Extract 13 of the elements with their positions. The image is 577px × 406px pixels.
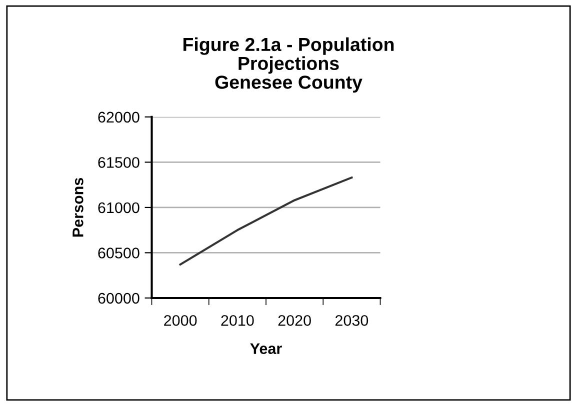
y-tick-label: 60000 — [98, 292, 140, 304]
x-tick-label: 2000 — [164, 315, 197, 326]
x-tick-label: 2020 — [278, 315, 311, 326]
x-tick-label: 2010 — [221, 315, 254, 326]
line-series — [179, 176, 353, 266]
x-axis-title: Year — [250, 343, 282, 354]
x-tick-label: 2030 — [335, 315, 368, 326]
y-tick-label: 62000 — [98, 112, 140, 123]
y-axis-title: Persons — [72, 178, 84, 237]
chart-title: Figure 2.1a - Population Projections Genesee County — [184, 37, 394, 93]
y-tick-label: 60500 — [98, 248, 140, 258]
y-tick-label: 61000 — [98, 202, 140, 214]
y-tick-label: 61500 — [98, 157, 140, 168]
